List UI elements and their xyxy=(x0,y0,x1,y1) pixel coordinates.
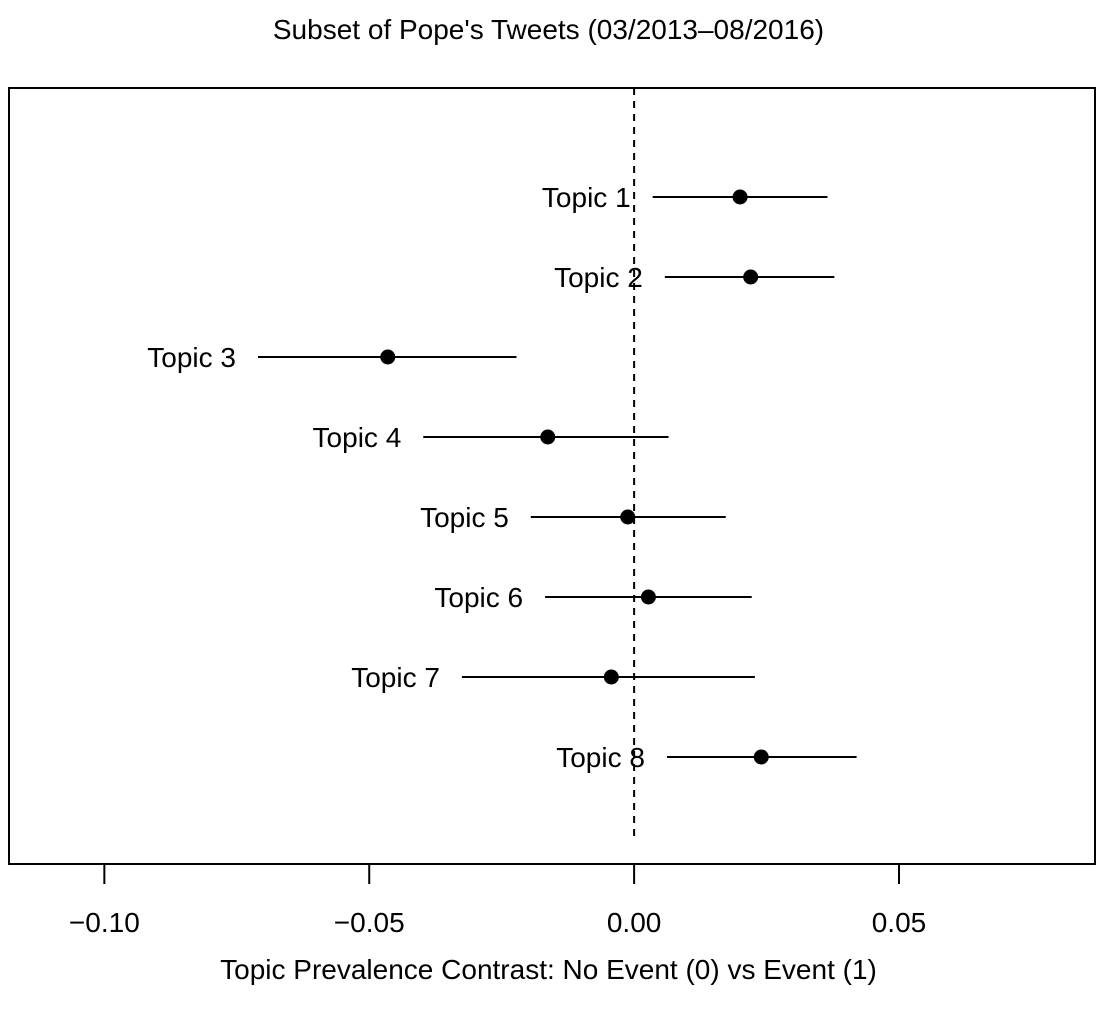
chart-title: Subset of Pope's Tweets (03/2013–08/2016… xyxy=(272,14,825,45)
estimate-point xyxy=(603,669,619,685)
topic-row: Topic 2 xyxy=(554,262,835,293)
estimate-point xyxy=(620,509,636,525)
x-tick-label: 0.05 xyxy=(872,907,927,938)
estimate-point xyxy=(743,269,759,285)
estimate-point xyxy=(753,749,769,765)
topic-label: Topic 3 xyxy=(147,342,236,373)
estimate-point xyxy=(540,429,556,445)
topic-label: Topic 5 xyxy=(420,502,509,533)
topic-row: Topic 6 xyxy=(434,582,752,613)
x-tick-label: −0.05 xyxy=(334,907,405,938)
topic-label: Topic 2 xyxy=(554,262,643,293)
topic-row: Topic 1 xyxy=(542,182,828,213)
topic-row: Topic 5 xyxy=(420,502,726,533)
x-tick-label: −0.10 xyxy=(69,907,140,938)
topic-row: Topic 4 xyxy=(313,422,669,453)
x-tick-label: 0.00 xyxy=(607,907,662,938)
estimate-point xyxy=(380,349,396,365)
estimate-point xyxy=(732,189,748,205)
topic-label: Topic 7 xyxy=(351,662,440,693)
topic-row: Topic 3 xyxy=(147,342,517,373)
x-axis-ticks: −0.10 −0.05 0.00 0.05 xyxy=(69,864,926,938)
topic-label: Topic 1 xyxy=(542,182,631,213)
topic-estimates: Topic 1 Topic 2 Topic 3 Topic 4 Topic 5 Topic… xyxy=(147,182,857,773)
topic-label: Topic 8 xyxy=(556,742,645,773)
topic-row: Topic 8 xyxy=(556,742,857,773)
estimate-point xyxy=(640,589,656,605)
topic-label: Topic 4 xyxy=(313,422,402,453)
topic-label: Topic 6 xyxy=(434,582,523,613)
x-axis-title: Topic Prevalence Contrast: No Event (0) … xyxy=(220,954,877,985)
topic-row: Topic 7 xyxy=(351,662,755,693)
